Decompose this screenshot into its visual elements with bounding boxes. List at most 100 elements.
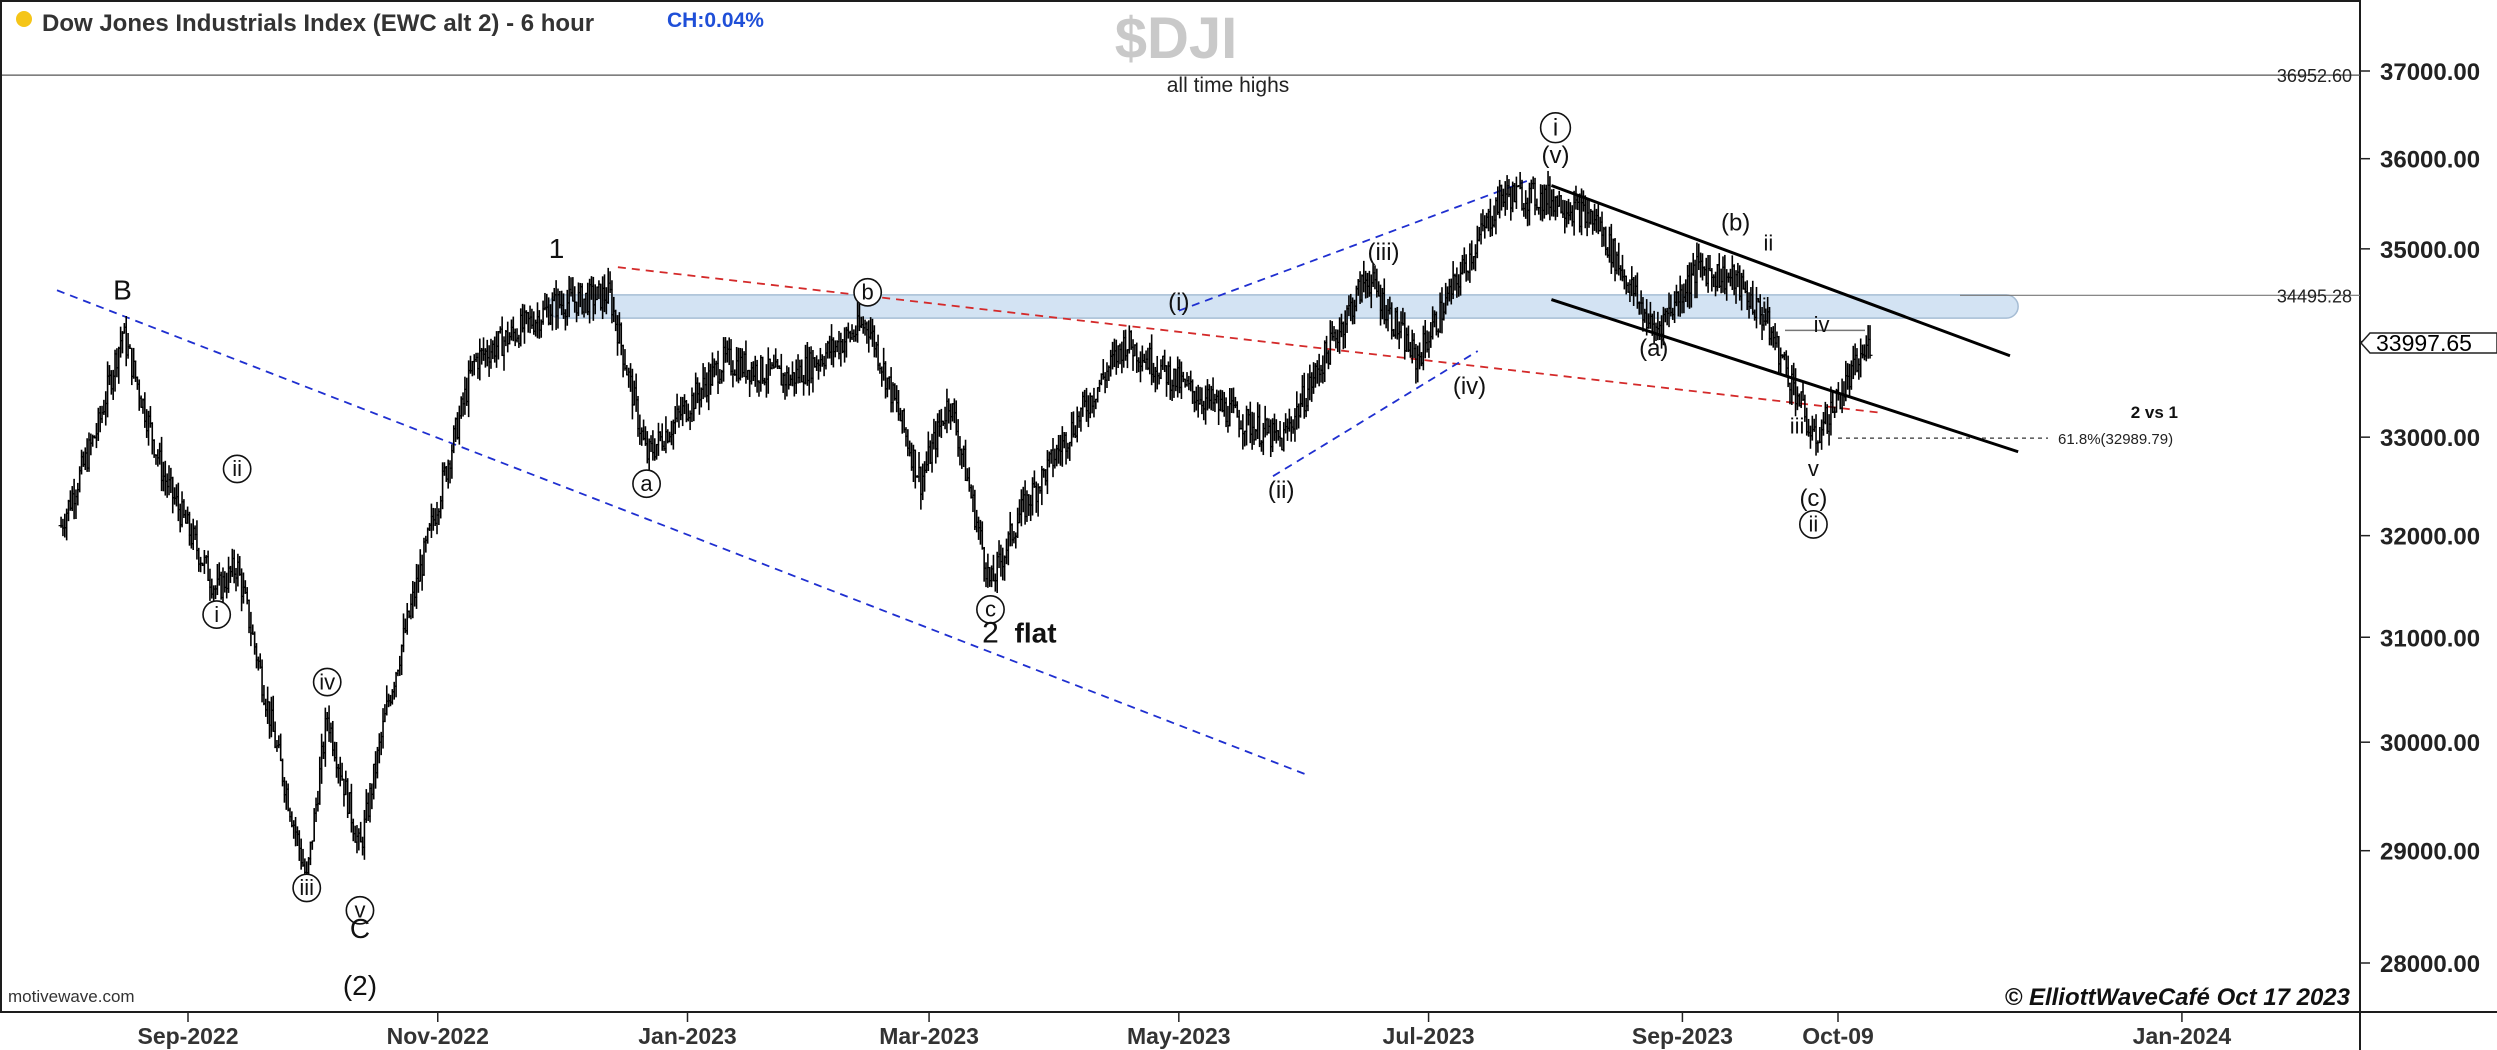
wave-label: v (345, 895, 375, 925)
svg-text:flat: flat (1015, 617, 1057, 648)
x-tick-label: Sep-2022 (137, 1023, 238, 1049)
red-line (617, 266, 1884, 414)
wave-label: iii (1790, 413, 1805, 438)
trendlines-layer (56, 180, 2019, 776)
motivewave-brand: motivewave.com (8, 987, 135, 1006)
svg-text:(v): (v) (1542, 142, 1570, 169)
x-tick-label: Jan-2024 (2133, 1023, 2232, 1049)
ath-note: all time highs (1167, 74, 1290, 97)
svg-text:1: 1 (549, 233, 565, 264)
black-channel-upper (1550, 184, 2011, 358)
svg-text:B: B (113, 275, 132, 306)
y-tick-label: 35000.00 (2380, 237, 2480, 264)
svg-text:(a): (a) (1639, 335, 1668, 362)
y-tick-label: 32000.00 (2380, 524, 2480, 551)
svg-text:C: C (350, 913, 370, 944)
price-axis: 28000.00 29000.00 30000.00 31000.00 32000.00… (2360, 59, 2480, 978)
wave-label: flat (1015, 617, 1057, 648)
svg-text:iv: iv (1814, 312, 1830, 337)
x-tick-label: May-2023 (1127, 1023, 1231, 1049)
wave-label: b (853, 277, 883, 307)
wave-label: (v) (1542, 142, 1570, 169)
wave-label: 1 (549, 233, 565, 264)
x-tick-label: Oct-09 (1802, 1023, 1874, 1049)
wave-label: (b) (1721, 210, 1750, 237)
y-tick-label: 28000.00 (2380, 951, 2480, 978)
svg-text:(b): (b) (1721, 210, 1750, 237)
chart-title: Dow Jones Industrials Index (EWC alt 2) … (42, 10, 594, 37)
svg-text:(i): (i) (1168, 289, 1189, 316)
last-price-label: 33997.65 (2376, 330, 2472, 356)
wave-label: c (976, 594, 1005, 624)
y-tick-label: 33000.00 (2380, 425, 2480, 452)
wave-label: iv (1814, 312, 1830, 337)
resistance-zone-layer (547, 294, 2019, 319)
svg-text:(2): (2) (343, 970, 377, 1001)
wave-label: i (1539, 112, 1572, 144)
wave-label: (ii) (1268, 477, 1295, 504)
svg-text:iii: iii (299, 875, 314, 900)
wave-label: B (113, 275, 132, 306)
resistance-level-label: 34495.28 (2277, 286, 2352, 306)
wave-label: C (350, 913, 370, 944)
wave-label: iii (292, 873, 322, 903)
svg-text:c: c (985, 597, 996, 622)
wave-label: ii (1798, 509, 1828, 539)
svg-text:(c): (c) (1799, 485, 1827, 512)
wave-label: (iv) (1453, 373, 1486, 400)
svg-text:iii: iii (1790, 413, 1805, 438)
y-tick-label: 31000.00 (2380, 625, 2480, 652)
blue-iii-line (1178, 180, 1528, 312)
svg-text:v: v (1808, 456, 1819, 481)
resistance-zone (547, 294, 2019, 319)
svg-text:i: i (1762, 294, 1767, 319)
svg-text:ii: ii (1809, 512, 1819, 537)
wave-label: (2) (343, 970, 377, 1001)
wave-label: i (1762, 294, 1767, 319)
svg-text:2: 2 (982, 616, 999, 649)
status-dot-icon (16, 11, 32, 27)
x-tick-label: Jul-2023 (1383, 1023, 1475, 1049)
blue-ii-line (1272, 350, 1479, 477)
y-tick-label: 36000.00 (2380, 147, 2480, 174)
change-readout: CH:0.04% (667, 9, 764, 32)
wave-label: (iii) (1368, 239, 1400, 266)
svg-text:ii: ii (1764, 231, 1774, 256)
credit-label: © ElliottWaveCafé Oct 17 2023 (2005, 984, 2351, 1011)
svg-text:b: b (862, 280, 874, 305)
wave-label: i (202, 600, 232, 629)
ath-level-label: 36952.60 (2277, 66, 2352, 86)
x-tick-label: Mar-2023 (879, 1023, 979, 1049)
wave-label: (a) (1639, 335, 1668, 362)
fib-level-label: 61.8%(32989.79) (2058, 431, 2173, 448)
x-tick-label: Sep-2023 (1632, 1023, 1733, 1049)
svg-text:ii: ii (232, 456, 242, 481)
svg-text:i: i (1553, 115, 1558, 142)
horizontal-levels-layer: 36952.60 all time highs 34495.28 61.8%(3298… (2, 66, 2360, 448)
price-bars-layer (58, 170, 1873, 880)
black-channel-lower (1550, 298, 2019, 454)
x-tick-label: Jan-2023 (638, 1023, 736, 1049)
wave-label: ii (1764, 231, 1774, 256)
wave-label: a (632, 469, 662, 499)
y-tick-label: 29000.00 (2380, 839, 2480, 866)
last-price-box (2359, 332, 2497, 354)
wave-label: iv (312, 667, 342, 697)
svg-text:v: v (354, 898, 365, 923)
symbol-watermark: $DJI (1115, 6, 1238, 71)
wave-label: v (1808, 456, 1819, 481)
y-tick-label: 30000.00 (2380, 730, 2480, 757)
svg-text:(ii): (ii) (1268, 477, 1295, 504)
fib-note: 2 vs 1 (2131, 403, 2178, 422)
wave-label: (i) (1168, 289, 1189, 316)
svg-text:iv: iv (319, 669, 335, 694)
svg-text:a: a (640, 471, 653, 496)
price-bar (1867, 325, 1873, 359)
x-tick-label: Nov-2022 (387, 1023, 489, 1049)
time-axis: Sep-2022 Nov-2022 Jan-2023 Mar-2023 May-2023… (137, 1012, 2232, 1049)
wave-label: ii (222, 454, 252, 484)
y-tick-label: 37000.00 (2380, 59, 2480, 86)
svg-text:(iv): (iv) (1453, 373, 1486, 400)
